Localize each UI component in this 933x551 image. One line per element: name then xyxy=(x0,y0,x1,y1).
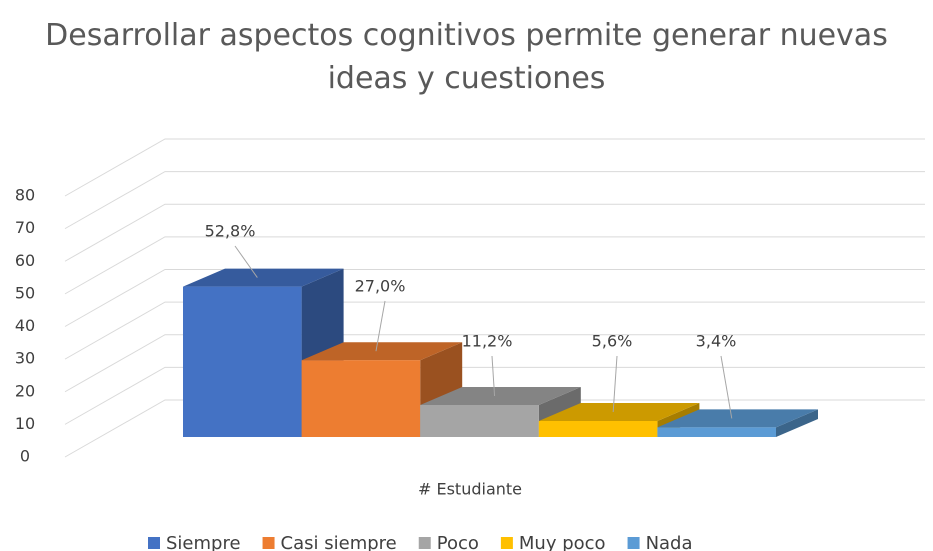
bar-top xyxy=(301,342,463,361)
grid-line xyxy=(64,399,925,458)
grid-line xyxy=(64,269,925,327)
legend-swatch xyxy=(500,537,513,549)
y-tick-label: 0 xyxy=(20,447,30,466)
y-tick-label: 60 xyxy=(15,251,35,270)
y-tick-label: 10 xyxy=(15,414,35,433)
grid-line xyxy=(64,236,925,295)
grid-line xyxy=(64,366,925,425)
y-tick-label: 20 xyxy=(15,381,35,400)
leader-line xyxy=(612,355,618,413)
bar-top xyxy=(183,268,344,287)
grid-line xyxy=(64,301,925,360)
data-label: 27,0% xyxy=(355,277,406,296)
grid-line xyxy=(64,138,925,197)
data-label: 11,2% xyxy=(462,332,513,351)
grid-line xyxy=(64,203,925,262)
bar-front xyxy=(301,360,421,437)
legend-swatch xyxy=(627,537,640,549)
legend-label: Poco xyxy=(437,533,479,551)
bar xyxy=(301,342,463,437)
legend-swatch xyxy=(262,537,275,549)
x-axis-label: # Estudiante xyxy=(418,480,522,499)
legend-label: Casi siempre xyxy=(281,533,397,551)
data-label: 5,6% xyxy=(592,332,633,351)
y-tick-label: 40 xyxy=(15,316,35,335)
legend-label: Siempre xyxy=(166,533,241,551)
grid-line xyxy=(64,171,925,230)
leader-line xyxy=(491,355,496,397)
y-tick-label: 70 xyxy=(15,218,35,237)
legend-swatch xyxy=(148,537,160,549)
y-tick-label: 50 xyxy=(15,283,35,302)
leader-line xyxy=(234,245,258,278)
bar-front xyxy=(183,286,302,437)
bar-top xyxy=(420,387,581,405)
data-label: 3,4% xyxy=(696,332,737,351)
legend-label: Muy poco xyxy=(519,533,606,551)
bar-front xyxy=(538,421,658,437)
leader-line xyxy=(720,355,733,419)
bar-side xyxy=(776,409,818,437)
leader-line xyxy=(375,300,386,352)
bar xyxy=(657,409,818,437)
legend-label: Nada xyxy=(646,533,693,551)
chart-title: Desarrollar aspectos cognitivos permite … xyxy=(45,18,888,96)
y-tick-label: 30 xyxy=(15,349,35,368)
bar-front xyxy=(657,427,776,437)
bar-top xyxy=(538,403,700,421)
y-tick-label: 80 xyxy=(15,186,35,205)
legend-swatch xyxy=(418,537,431,549)
bar-top xyxy=(657,409,818,428)
bar-front xyxy=(420,405,539,437)
grid-line xyxy=(64,334,925,393)
data-label: 52,8% xyxy=(205,222,256,241)
